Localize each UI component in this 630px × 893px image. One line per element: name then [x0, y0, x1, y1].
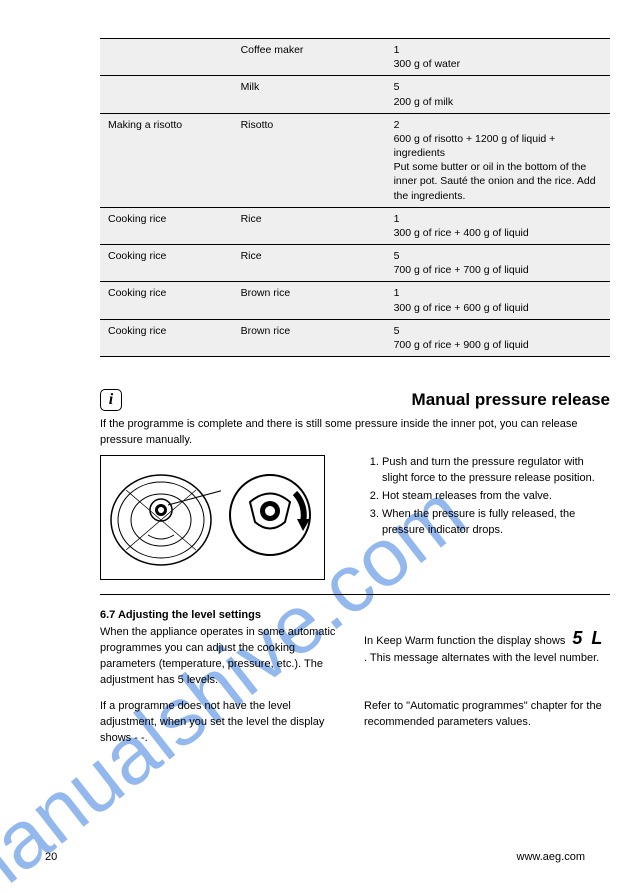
page-footer: 20 www.aeg.com	[45, 851, 585, 863]
subsection-title: 6.7 Adjusting the level settings	[100, 609, 610, 621]
info-icon: i	[100, 389, 122, 411]
level-desc-left: When the appliance operates in some auto…	[100, 625, 346, 689]
section-intro: If the programme is complete and there i…	[100, 417, 610, 449]
list-item: Push and turn the pressure regulator wit…	[382, 455, 610, 487]
text-suffix: . This message alternates with the level…	[364, 652, 599, 664]
table-row: Cooking riceRice5700 g of rice + 700 g o…	[100, 245, 610, 282]
diagram-pressure-release	[100, 455, 325, 580]
steps-list: Push and turn the pressure regulator wit…	[382, 455, 610, 539]
page-number: 20	[45, 851, 57, 863]
page-content: Coffee maker1300 g of waterMilk5200 g of…	[100, 38, 610, 751]
section-heading: Manual pressure release	[412, 390, 610, 410]
table-row: Making a risottoRisotto2600 g of risotto…	[100, 113, 610, 207]
table-row: Cooking riceBrown rice1300 g of rice + 6…	[100, 282, 610, 319]
table-row: Cooking riceRice1300 g of rice + 400 g o…	[100, 207, 610, 244]
list-item: Hot steam releases from the valve.	[382, 489, 610, 505]
spec-table: Coffee maker1300 g of waterMilk5200 g of…	[100, 38, 610, 357]
divider	[100, 594, 610, 595]
level-desc-right: In Keep Warm function the display shows …	[364, 625, 610, 667]
list-item: When the pressure is fully released, the…	[382, 507, 610, 539]
display-glyph: 5 L	[568, 625, 608, 651]
table-row: Milk5200 g of milk	[100, 76, 610, 113]
text-prefix: In Keep Warm function the display shows	[364, 635, 568, 647]
table-row: Cooking riceBrown rice5700 g of rice + 9…	[100, 319, 610, 356]
level-desc-left-b: If a programme does not have the level a…	[100, 699, 346, 747]
table-row: Coffee maker1300 g of water	[100, 39, 610, 76]
footer-site: www.aeg.com	[517, 851, 585, 863]
level-desc-right-b: Refer to "Automatic programmes" chapter …	[364, 699, 610, 731]
